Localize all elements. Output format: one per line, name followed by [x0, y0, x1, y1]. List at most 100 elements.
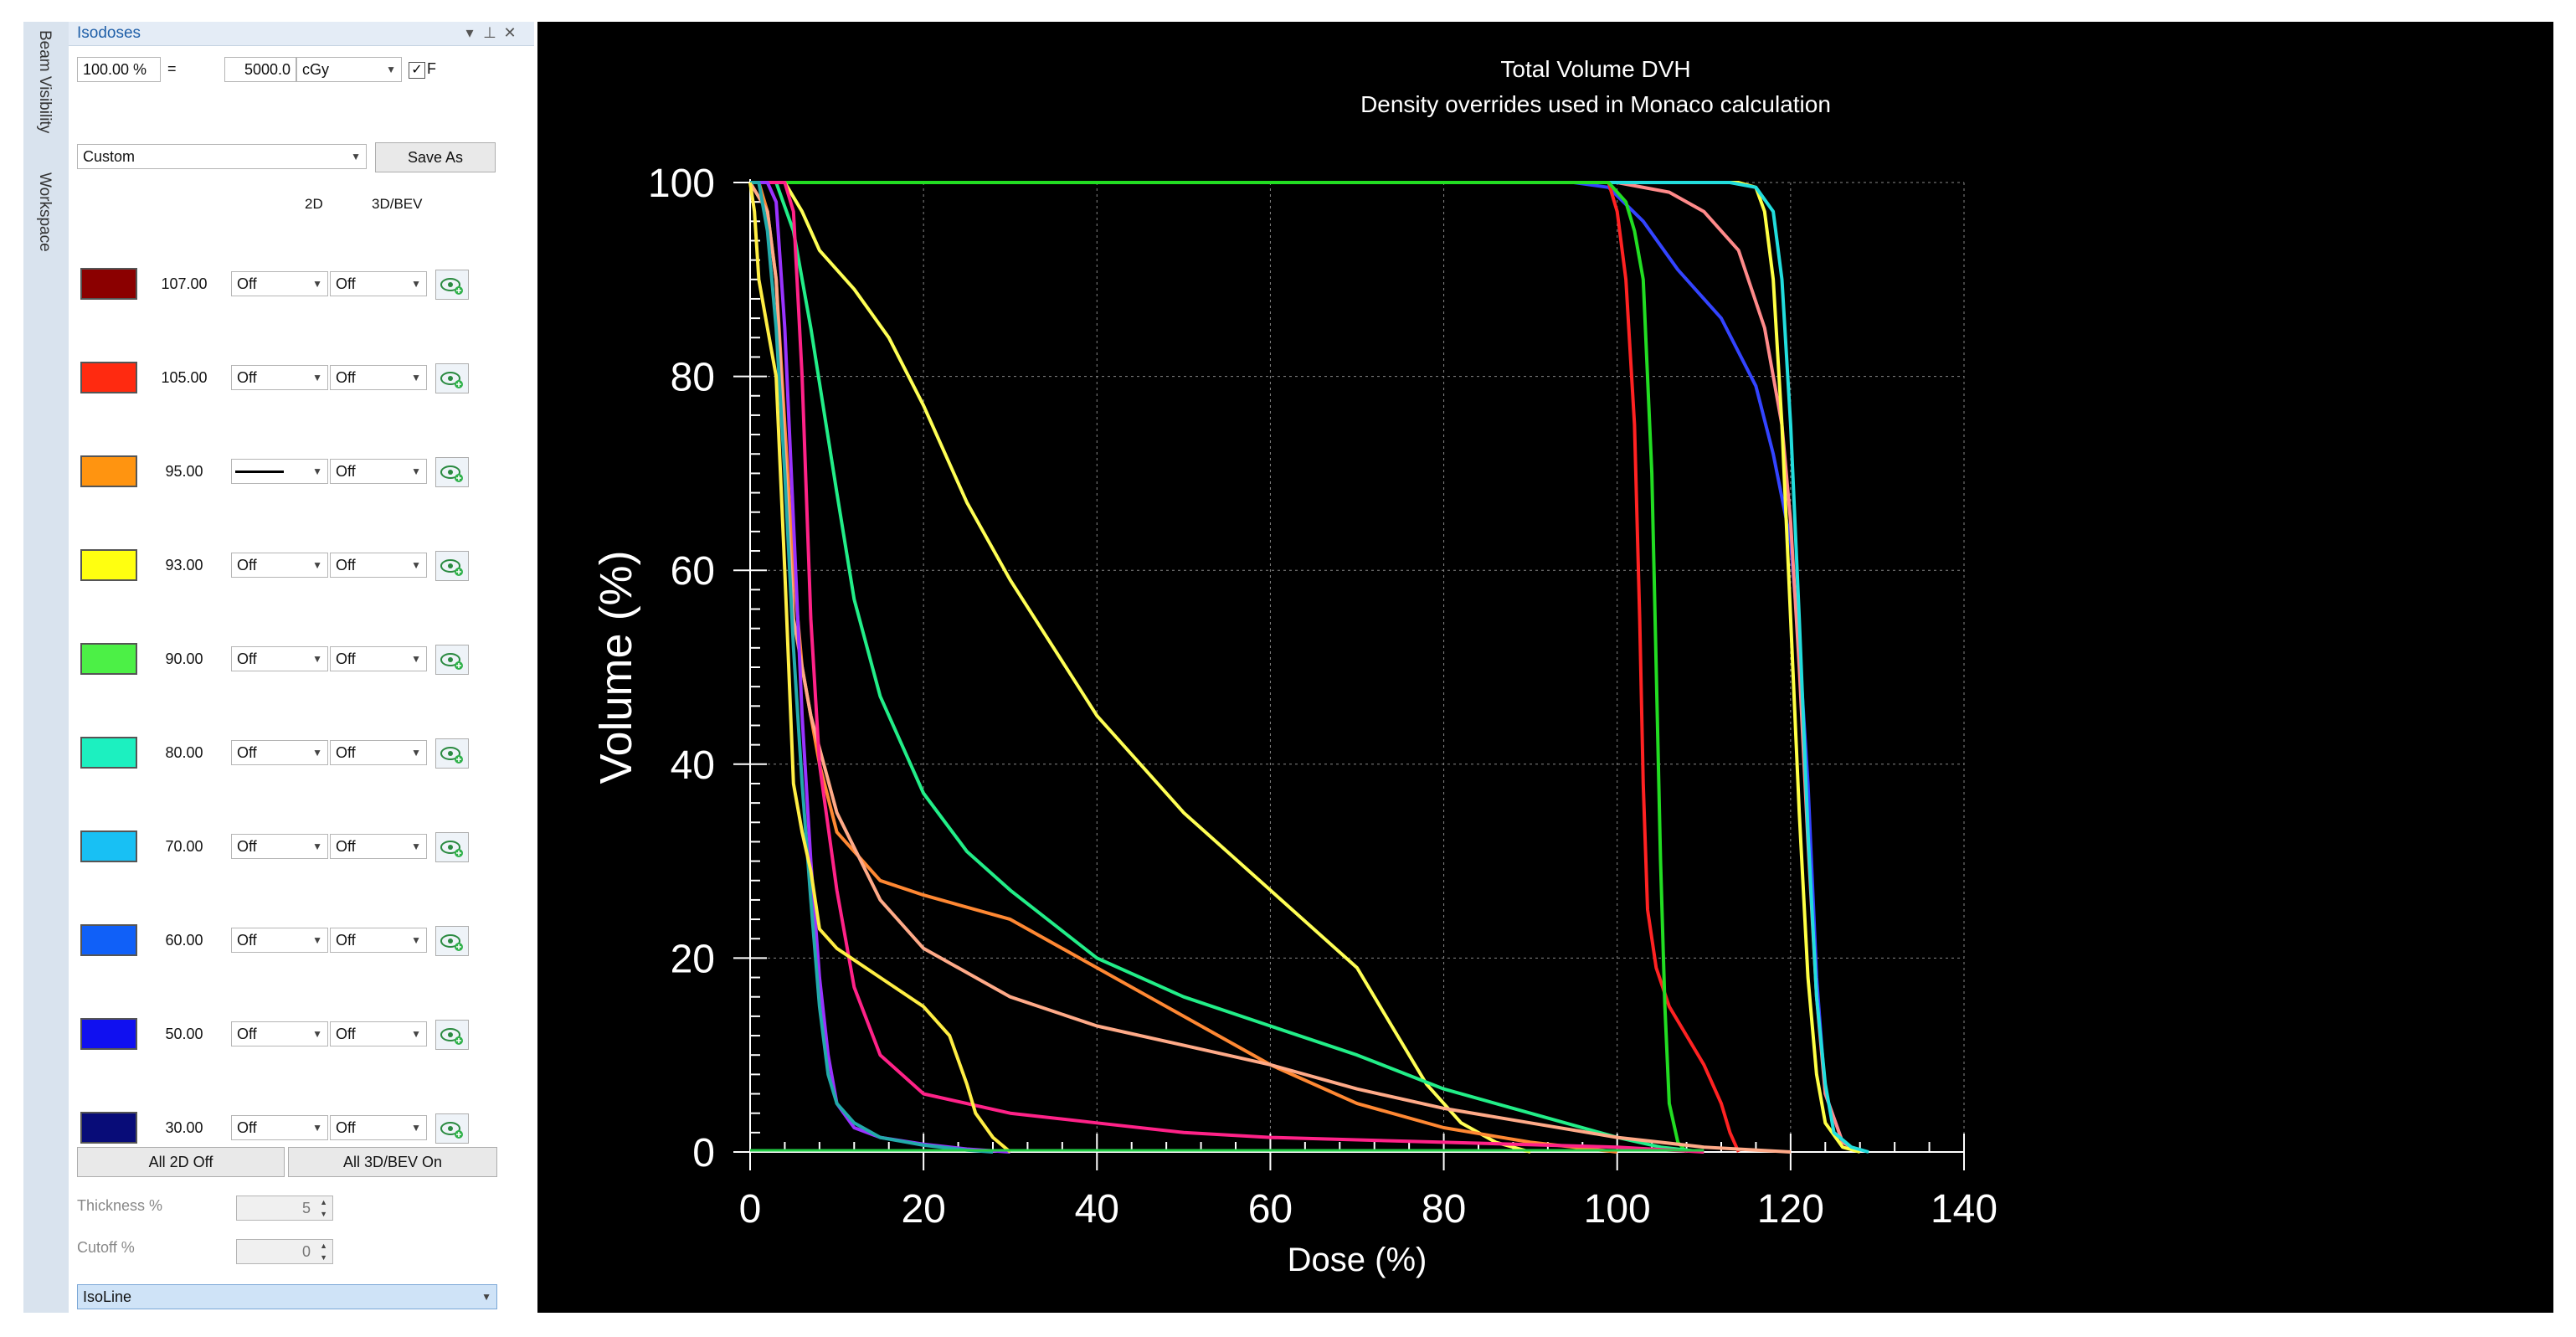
isodose-row: 93.00 Off ▼ Off ▼: [69, 543, 534, 584]
visibility-toggle-button[interactable]: [435, 738, 469, 769]
side-tab-strip: Beam Visibility Workspace: [23, 22, 69, 1313]
isodose-level[interactable]: 93.00: [165, 557, 203, 573]
isodose-level[interactable]: 107.00: [161, 275, 208, 292]
line-style-select[interactable]: IsoLine ▼: [77, 1284, 497, 1309]
app-window: Beam Visibility Workspace Isodoses ▾ ⊥ ✕…: [23, 22, 2553, 1313]
x-tick-label: 60: [1248, 1187, 1293, 1232]
isodose-color-swatch[interactable]: [80, 549, 137, 581]
thickness-input[interactable]: 5 ▲ ▼: [236, 1196, 333, 1221]
isodose-3d-select[interactable]: Off ▼: [330, 553, 427, 578]
series-line-ctv-green: [750, 181, 1689, 1154]
x-axis-label: Dose (%): [1288, 1242, 1427, 1278]
chevron-down-icon: ▼: [312, 372, 322, 383]
isodose-level[interactable]: 30.00: [165, 1119, 203, 1136]
isodose-3d-select[interactable]: Off ▼: [330, 928, 427, 953]
all-3d-bev-on-button[interactable]: All 3D/BEV On: [288, 1147, 497, 1177]
visibility-toggle-button[interactable]: [435, 832, 469, 862]
eye-add-icon: [440, 372, 463, 388]
visibility-toggle-button[interactable]: [435, 363, 469, 393]
eye-add-icon: [440, 747, 463, 764]
dose-unit-select[interactable]: cGy ▼: [296, 57, 402, 82]
isodose-2d-value: Off: [237, 838, 257, 855]
preset-select[interactable]: Custom ▼: [77, 144, 367, 169]
isodose-color-swatch[interactable]: [80, 1112, 137, 1144]
visibility-toggle-button[interactable]: [435, 645, 469, 675]
isodose-2d-select[interactable]: Off ▼: [231, 1115, 328, 1140]
isodose-3d-select[interactable]: Off ▼: [330, 646, 427, 671]
chevron-down-icon: ▼: [312, 934, 322, 946]
spinner-icon[interactable]: ▲ ▼: [320, 1198, 327, 1218]
spinner-icon[interactable]: ▲ ▼: [320, 1242, 327, 1262]
visibility-toggle-button[interactable]: [435, 457, 469, 487]
isodose-2d-select[interactable]: ▼: [231, 459, 328, 484]
isodose-color-swatch[interactable]: [80, 737, 137, 769]
chevron-down-icon: ▼: [312, 465, 322, 477]
pin-dropdown-icon[interactable]: ▾: [465, 24, 474, 41]
reference-percent-field[interactable]: 100.00 %: [77, 57, 161, 82]
line-style-value: IsoLine: [83, 1288, 132, 1305]
isodose-2d-select[interactable]: Off ▼: [231, 740, 328, 765]
y-tick-label: 40: [671, 743, 715, 788]
cutoff-input[interactable]: 0 ▲ ▼: [236, 1239, 333, 1264]
reference-dose-field[interactable]: 5000.0: [224, 57, 296, 82]
isodose-color-swatch[interactable]: [80, 268, 137, 300]
visibility-toggle-button[interactable]: [435, 270, 469, 300]
x-tick-label: 40: [1075, 1187, 1119, 1232]
tab-workspace[interactable]: Workspace: [36, 172, 54, 252]
chevron-down-icon: ▼: [411, 747, 421, 758]
isodose-2d-select[interactable]: Off ▼: [231, 1021, 328, 1046]
isodose-color-swatch[interactable]: [80, 924, 137, 956]
isodose-row: 70.00 Off ▼ Off ▼: [69, 824, 534, 866]
isodose-color-swatch[interactable]: [80, 455, 137, 487]
visibility-toggle-button[interactable]: [435, 926, 469, 956]
isodose-level[interactable]: 50.00: [165, 1026, 203, 1042]
isodose-3d-select[interactable]: Off ▼: [330, 1115, 427, 1140]
pin-icon[interactable]: ⊥: [483, 24, 496, 41]
all-2d-off-button[interactable]: All 2D Off: [77, 1147, 285, 1177]
isodose-3d-select[interactable]: Off ▼: [330, 834, 427, 859]
isodose-level[interactable]: 60.00: [165, 932, 203, 949]
isodose-color-swatch[interactable]: [80, 643, 137, 675]
isodose-3d-select[interactable]: Off ▼: [330, 459, 427, 484]
eye-add-icon: [440, 653, 463, 670]
series-line-oar-pink: [750, 181, 1704, 1154]
save-as-button[interactable]: Save As: [375, 142, 496, 172]
close-icon[interactable]: ✕: [503, 24, 517, 41]
checkbox[interactable]: ✓: [409, 62, 425, 79]
isodose-color-swatch[interactable]: [80, 362, 137, 393]
isodose-3d-select[interactable]: Off ▼: [330, 740, 427, 765]
isodose-3d-select[interactable]: Off ▼: [330, 271, 427, 296]
visibility-toggle-button[interactable]: [435, 1113, 469, 1144]
isodose-3d-value: Off: [336, 1026, 356, 1042]
isodose-2d-select[interactable]: Off ▼: [231, 834, 328, 859]
series-line-ptv-blue: [750, 181, 1861, 1154]
eye-add-icon: [440, 1122, 463, 1139]
series-line-oar-green: [750, 181, 1704, 1154]
isodose-2d-select[interactable]: Off ▼: [231, 271, 328, 296]
isodose-color-swatch[interactable]: [80, 1018, 137, 1050]
isodose-level[interactable]: 95.00: [165, 463, 203, 480]
isodose-row: 105.00 Off ▼ Off ▼: [69, 355, 534, 397]
isodose-2d-select[interactable]: Off ▼: [231, 365, 328, 390]
isodose-level[interactable]: 80.00: [165, 744, 203, 761]
isodose-color-swatch[interactable]: [80, 830, 137, 862]
series-line-oar-teal: [750, 181, 994, 1154]
isodose-2d-select[interactable]: Off ▼: [231, 553, 328, 578]
isodose-3d-value: Off: [336, 1119, 356, 1136]
isodose-2d-value: Off: [237, 275, 257, 292]
isodose-3d-select[interactable]: Off ▼: [330, 1021, 427, 1046]
visibility-toggle-button[interactable]: [435, 1020, 469, 1050]
isodose-3d-value: Off: [336, 932, 356, 949]
dvh-chart-area: 0 20 40 60 80 100 120 140 0 20 40 60 80 100 Total Volu…: [537, 22, 2553, 1313]
tab-beam-visibility[interactable]: Beam Visibility: [36, 30, 54, 134]
isodose-level[interactable]: 105.00: [161, 369, 208, 386]
visibility-toggle-button[interactable]: [435, 551, 469, 581]
isodose-level[interactable]: 70.00: [165, 838, 203, 855]
series-line-ctv-red: [750, 181, 1740, 1153]
isodose-level[interactable]: 90.00: [165, 651, 203, 667]
isodose-2d-select[interactable]: Off ▼: [231, 928, 328, 953]
isodose-3d-select[interactable]: Off ▼: [330, 365, 427, 390]
isodose-3d-value: Off: [336, 744, 356, 761]
y-tick-label: 80: [671, 356, 715, 400]
isodose-2d-select[interactable]: Off ▼: [231, 646, 328, 671]
